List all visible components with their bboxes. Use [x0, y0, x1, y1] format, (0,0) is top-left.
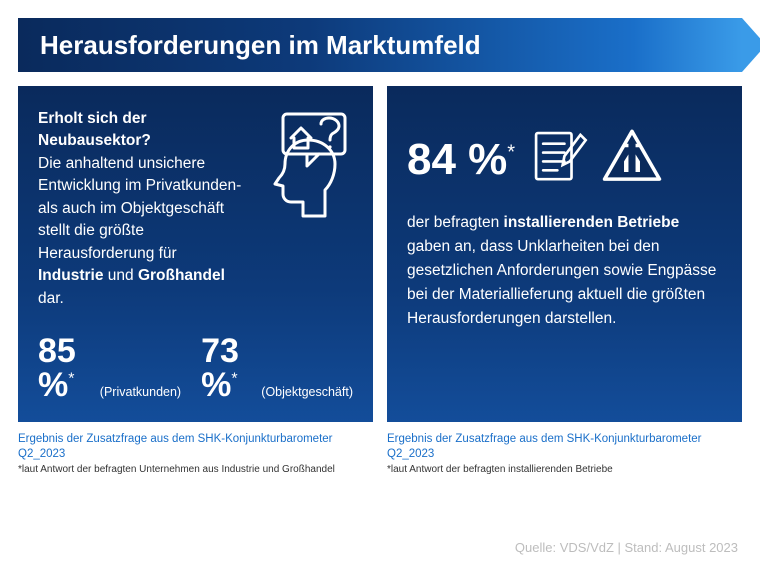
panels-row: Erholt sich der Neubausektor? Die anhalt…: [18, 86, 742, 422]
footnote-left: Ergebnis der Zusatzfrage aus dem SHK-Kon…: [18, 432, 373, 476]
right-bold-1: installierenden Betriebe: [504, 214, 680, 231]
page-title: Herausforderungen im Marktumfeld: [40, 30, 481, 61]
document-pencil-icon: [529, 126, 591, 193]
left-body-pre: Die anhaltend unsichere Entwicklung im P…: [38, 155, 241, 262]
footnote-right: Ergebnis der Zusatzfrage aus dem SHK-Kon…: [387, 432, 742, 476]
source-line: Quelle: VDS/VdZ | Stand: August 2023: [515, 540, 738, 555]
left-body-post: dar.: [38, 290, 64, 307]
stat-privatkunden: 85 %* (Privatkunden): [38, 334, 181, 402]
left-stats-row: 85 %* (Privatkunden) 73 %* (Objektgeschä…: [38, 334, 353, 402]
stat1-label: (Privatkunden): [100, 385, 181, 402]
right-body-pre: der befragten: [407, 214, 504, 231]
right-body-text: der befragten installierenden Betriebe g…: [407, 211, 722, 331]
footnotes-row: Ergebnis der Zusatzfrage aus dem SHK-Kon…: [18, 432, 742, 476]
left-body-text: Erholt sich der Neubausektor? Die anhalt…: [38, 108, 243, 310]
right-top-row: 84 %*: [407, 126, 722, 193]
stat-objektgeschaeft: 73 %* (Objektgeschäft): [201, 334, 353, 402]
left-lead: Erholt sich der Neubausektor?: [38, 108, 243, 153]
stat2-value: 73 %*: [201, 334, 257, 402]
stat2-star: *: [231, 371, 237, 388]
left-bold-2: Großhandel: [138, 267, 225, 284]
header-banner: Herausforderungen im Marktumfeld: [18, 18, 742, 72]
head-question-icon: [253, 112, 353, 310]
left-bold-1: Industrie: [38, 267, 103, 284]
stat1-value: 85 %*: [38, 334, 96, 402]
right-panel: 84 %*: [387, 86, 742, 422]
left-panel: Erholt sich der Neubausektor? Die anhalt…: [18, 86, 373, 422]
warning-narrow-road-icon: [601, 126, 663, 193]
footnote-left-line2: *laut Antwort der befragten Unternehmen …: [18, 463, 373, 476]
right-icons: [529, 126, 663, 193]
left-mid: und: [103, 267, 137, 284]
stat1-star: *: [68, 371, 74, 388]
stat2-label: (Objektgeschäft): [261, 385, 353, 402]
footnote-right-line2: *laut Antwort der befragten installieren…: [387, 463, 742, 476]
big-star: *: [507, 141, 515, 163]
footnote-right-line1: Ergebnis der Zusatzfrage aus dem SHK-Kon…: [387, 432, 742, 462]
big-stat: 84 %*: [407, 138, 515, 182]
right-body-post: gaben an, dass Unklarheiten bei den gese…: [407, 238, 716, 327]
footnote-left-line1: Ergebnis der Zusatzfrage aus dem SHK-Kon…: [18, 432, 373, 462]
left-top-row: Erholt sich der Neubausektor? Die anhalt…: [38, 108, 353, 310]
